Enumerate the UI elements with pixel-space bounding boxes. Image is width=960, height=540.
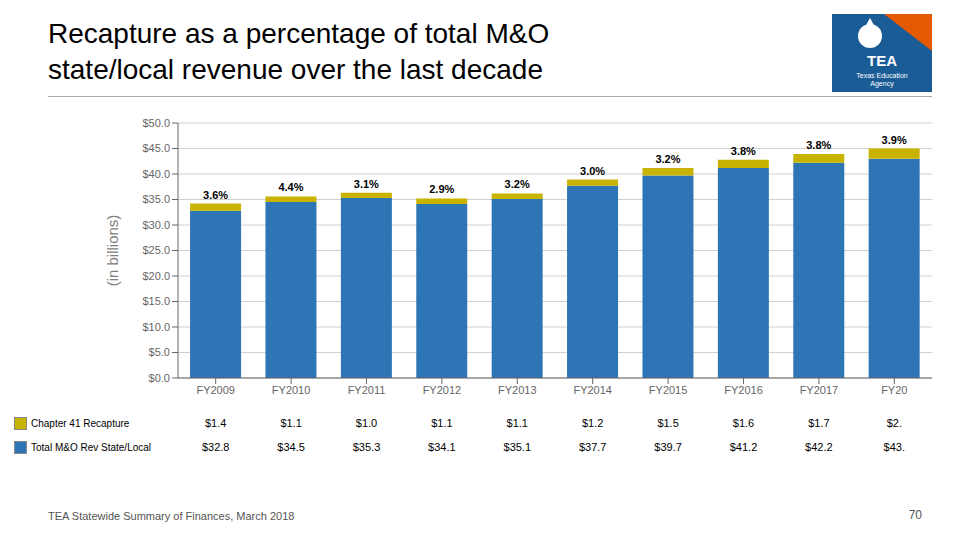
html-text:$1.4: $1.4 bbox=[205, 417, 227, 429]
html-text:$1.1: $1.1 bbox=[506, 417, 528, 429]
html-text:$34.5: $34.5 bbox=[277, 441, 305, 453]
svg-text:FY2017: FY2017 bbox=[800, 384, 839, 396]
svg-text:FY2013: FY2013 bbox=[498, 384, 537, 396]
html-text:$35.1: $35.1 bbox=[503, 441, 531, 453]
html-text:state/local revenue over the l: state/local revenue over the last decade bbox=[48, 54, 543, 85]
html-text:$1.1: $1.1 bbox=[431, 417, 453, 429]
svg-text:$25.0: $25.0 bbox=[142, 244, 170, 256]
svg-text:$5.0: $5.0 bbox=[149, 346, 170, 358]
svg-text:3.8%: 3.8% bbox=[731, 145, 756, 157]
svg-text:$10.0: $10.0 bbox=[142, 321, 170, 333]
svg-text:3.9%: 3.9% bbox=[882, 134, 907, 146]
svg-text:$20.0: $20.0 bbox=[142, 270, 170, 282]
html-text:$1.5: $1.5 bbox=[657, 417, 679, 429]
svg-text:2.9%: 2.9% bbox=[429, 183, 454, 195]
html-text:$1.0: $1.0 bbox=[355, 417, 378, 429]
svg-text:3.6%: 3.6% bbox=[203, 189, 228, 201]
svg-text:FY2009: FY2009 bbox=[196, 384, 235, 396]
svg-text:4.4%: 4.4% bbox=[278, 181, 303, 193]
svg-text:FY2014: FY2014 bbox=[573, 384, 612, 396]
html-text:$1.6: $1.6 bbox=[732, 417, 755, 429]
html-text:$1.7: $1.7 bbox=[808, 417, 830, 429]
svg-text:$45.0: $45.0 bbox=[142, 142, 170, 154]
svg-text:$15.0: $15.0 bbox=[142, 295, 170, 307]
svg-text:Agency: Agency bbox=[870, 80, 894, 88]
svg-text:3.8%: 3.8% bbox=[806, 139, 831, 151]
html-text:$1.2: $1.2 bbox=[582, 417, 604, 429]
html-text:Total M&O Rev State/Local: Total M&O Rev State/Local bbox=[31, 441, 152, 453]
html-text:$2.: $2. bbox=[886, 417, 902, 429]
html-text:$34.1: $34.1 bbox=[428, 441, 456, 453]
html-text:$39.7: $39.7 bbox=[654, 441, 682, 453]
svg-text:FY2010: FY2010 bbox=[272, 384, 311, 396]
svg-text:3.2%: 3.2% bbox=[505, 178, 530, 190]
html-text:$1.1: $1.1 bbox=[280, 417, 302, 429]
svg-text:(in billions): (in billions) bbox=[104, 215, 121, 287]
html-text:$32.8: $32.8 bbox=[201, 441, 230, 453]
html-text:70: 70 bbox=[908, 508, 922, 522]
svg-text:Texas Education: Texas Education bbox=[856, 72, 907, 79]
svg-text:3.2%: 3.2% bbox=[655, 153, 680, 165]
svg-text:$40.0: $40.0 bbox=[142, 168, 170, 180]
svg-text:3.1%: 3.1% bbox=[354, 178, 379, 190]
svg-text:3.0%: 3.0% bbox=[580, 165, 605, 177]
html-text:$42.2: $42.2 bbox=[805, 441, 833, 453]
html-text:$41.2: $41.2 bbox=[729, 441, 758, 453]
svg-text:TEA: TEA bbox=[867, 52, 897, 69]
html-text:$43.: $43. bbox=[883, 441, 905, 453]
html-text:$37.7: $37.7 bbox=[578, 441, 607, 453]
svg-text:FY20: FY20 bbox=[881, 384, 907, 396]
svg-text:$35.0: $35.0 bbox=[142, 193, 170, 205]
svg-text:FY2015: FY2015 bbox=[649, 384, 688, 396]
svg-text:$50.0: $50.0 bbox=[142, 117, 170, 129]
html-text:Recapture as a percentage of t: Recapture as a percentage of total M&O bbox=[48, 18, 550, 49]
svg-text:FY2012: FY2012 bbox=[423, 384, 462, 396]
svg-text:$30.0: $30.0 bbox=[142, 219, 170, 231]
svg-text:$0.0: $0.0 bbox=[149, 372, 170, 384]
html-text:Chapter 41 Recapture: Chapter 41 Recapture bbox=[31, 417, 130, 429]
svg-text:FY2011: FY2011 bbox=[348, 384, 386, 396]
html-text:$35.3: $35.3 bbox=[352, 441, 381, 453]
svg-text:FY2016: FY2016 bbox=[724, 384, 763, 396]
html-text:TEA Statewide Summary of Finan: TEA Statewide Summary of Finances, March… bbox=[48, 510, 295, 522]
